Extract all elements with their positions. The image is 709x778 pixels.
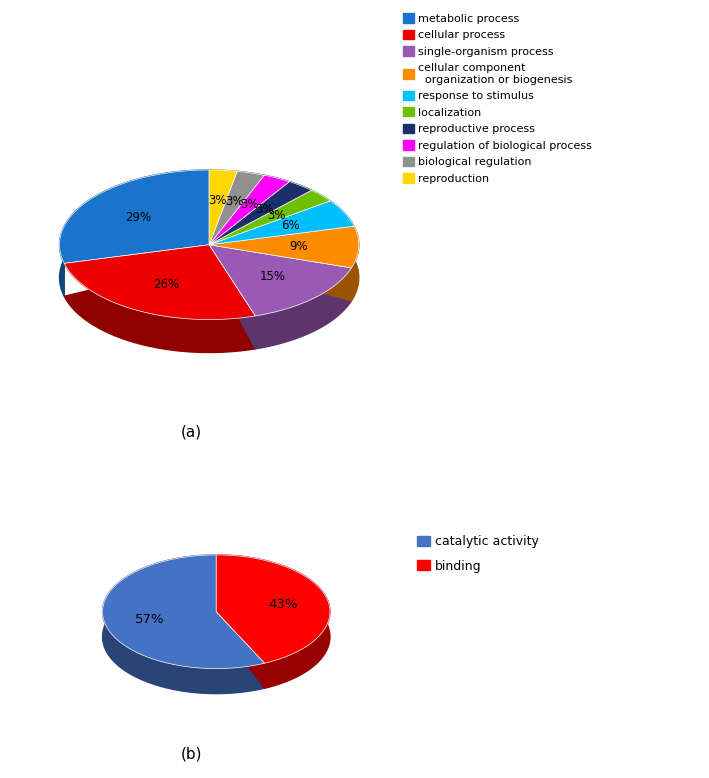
Text: 26%: 26% [153,278,179,291]
Text: 57%: 57% [135,613,164,626]
Legend: metabolic process, cellular process, single-organism process, cellular component: metabolic process, cellular process, sin… [403,13,592,184]
Polygon shape [209,201,354,245]
Polygon shape [209,245,352,316]
Polygon shape [65,245,255,320]
Polygon shape [60,170,209,264]
Legend: catalytic activity, binding: catalytic activity, binding [418,535,539,573]
Polygon shape [209,170,238,245]
Polygon shape [209,175,289,245]
Polygon shape [103,555,264,694]
Polygon shape [209,171,264,261]
Text: 6%: 6% [281,219,300,232]
Text: 3%: 3% [225,195,243,209]
Text: 29%: 29% [125,211,151,224]
Polygon shape [103,555,264,668]
Polygon shape [209,170,238,261]
Text: 43%: 43% [268,598,298,611]
Polygon shape [209,226,359,268]
Polygon shape [209,171,264,245]
Polygon shape [209,175,289,261]
Text: (a): (a) [181,424,202,439]
Polygon shape [209,191,330,245]
Text: 3%: 3% [267,209,286,222]
Text: 9%: 9% [289,240,308,253]
Text: 3%: 3% [208,194,227,207]
Text: 3%: 3% [255,203,274,216]
Polygon shape [209,181,311,245]
Polygon shape [209,201,354,261]
Text: (b): (b) [181,747,202,762]
Polygon shape [209,191,330,261]
Polygon shape [209,261,352,349]
Text: 15%: 15% [259,270,286,283]
Polygon shape [216,555,330,663]
Polygon shape [209,226,359,301]
Polygon shape [209,181,311,261]
Polygon shape [60,170,209,296]
Text: 3%: 3% [240,198,259,212]
Polygon shape [216,555,330,689]
Polygon shape [65,261,255,352]
